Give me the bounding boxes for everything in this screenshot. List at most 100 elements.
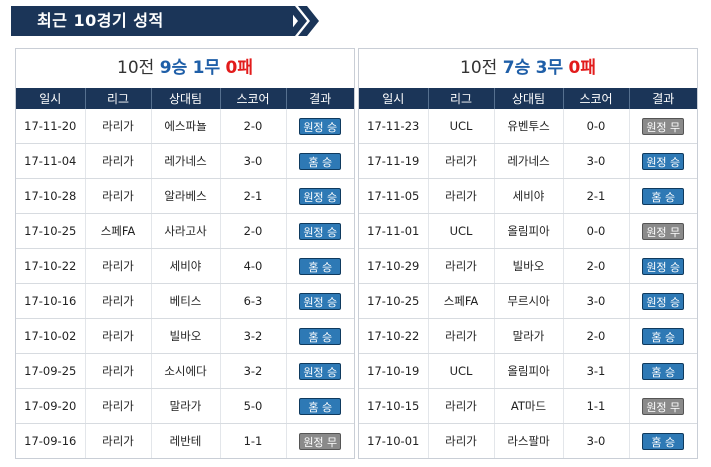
opponent-cell: 세비야 bbox=[493, 178, 563, 214]
games-count: 10전 bbox=[460, 58, 498, 78]
table-row: 17-10-22 라리가 말라가 2-0 홈 승 bbox=[359, 318, 697, 354]
date-cell: 17-10-25 bbox=[16, 213, 85, 249]
result-cell: 원정 무 bbox=[628, 388, 697, 424]
title-banner: 최근 10경기 성적 bbox=[11, 6, 293, 36]
score-cell: 2-1 bbox=[219, 178, 286, 214]
opponent-cell: 베티스 bbox=[150, 283, 220, 319]
result-badge: 홈 승 bbox=[299, 257, 342, 275]
result-badge: 홈 승 bbox=[642, 327, 685, 345]
result-badge: 원정 무 bbox=[642, 397, 685, 415]
result-cell: 홈 승 bbox=[285, 143, 354, 179]
table-body: 17-11-23 UCL 유벤투스 0-0 원정 무 17-11-19 라리가 레가네스 3-0… bbox=[359, 109, 697, 458]
chevron-right-icon bbox=[286, 6, 319, 36]
opponent-cell: 알라베스 bbox=[150, 178, 220, 214]
opponent-cell: 무르시아 bbox=[493, 283, 563, 319]
result-header: 결과 bbox=[285, 88, 354, 109]
result-badge: 홈 승 bbox=[642, 432, 685, 450]
result-badge: 원정 무 bbox=[299, 432, 342, 450]
opponent-cell: 세비야 bbox=[150, 248, 220, 284]
losses-count: 0패 bbox=[568, 58, 596, 78]
result-badge: 원정 승 bbox=[642, 292, 685, 310]
result-cell: 원정 승 bbox=[285, 109, 354, 144]
table-row: 17-09-16 라리가 레반테 1-1 원정 무 bbox=[16, 423, 354, 458]
league-cell: UCL bbox=[427, 109, 494, 144]
result-cell: 홈 승 bbox=[628, 318, 697, 354]
table-row: 17-10-15 라리가 AT마드 1-1 원정 무 bbox=[359, 388, 697, 424]
table-row: 17-10-19 UCL 올림피아 3-1 홈 승 bbox=[359, 353, 697, 389]
date-cell: 17-09-25 bbox=[16, 353, 85, 389]
score-cell: 3-0 bbox=[562, 283, 629, 319]
result-cell: 홈 승 bbox=[628, 178, 697, 214]
left-team-panel: 10전 9승 1무 0패 일시 리그 상대팀 스코어 결과 17-11-20 라리가 에스파… bbox=[15, 48, 355, 459]
date-header: 일시 bbox=[359, 88, 428, 109]
result-cell: 원정 승 bbox=[285, 353, 354, 389]
league-cell: 스페FA bbox=[84, 213, 151, 249]
score-header: 스코어 bbox=[219, 88, 286, 109]
league-cell: 라리가 bbox=[84, 353, 151, 389]
table-row: 17-10-02 라리가 빌바오 3-2 홈 승 bbox=[16, 318, 354, 354]
date-header: 일시 bbox=[16, 88, 85, 109]
table-row: 17-09-20 라리가 말라가 5-0 홈 승 bbox=[16, 388, 354, 424]
record-summary: 10전 9승 1무 0패 bbox=[16, 49, 354, 88]
result-cell: 홈 승 bbox=[285, 318, 354, 354]
table-row: 17-09-25 라리가 소시에다 3-2 원정 승 bbox=[16, 353, 354, 389]
league-cell: 라리가 bbox=[427, 423, 494, 458]
table-row: 17-11-01 UCL 올림피아 0-0 원정 무 bbox=[359, 213, 697, 249]
draws-count: 1무 bbox=[192, 58, 221, 78]
opponent-header: 상대팀 bbox=[150, 88, 220, 109]
table-row: 17-11-05 라리가 세비야 2-1 홈 승 bbox=[359, 178, 697, 214]
result-badge: 홈 승 bbox=[642, 362, 685, 380]
table-row: 17-10-25 스페FA 무르시아 3-0 원정 승 bbox=[359, 283, 697, 319]
result-cell: 원정 승 bbox=[285, 283, 354, 319]
opponent-cell: 라스팔마 bbox=[493, 423, 563, 458]
date-cell: 17-11-23 bbox=[359, 109, 428, 144]
league-cell: 라리가 bbox=[427, 318, 494, 354]
result-badge: 홈 승 bbox=[299, 152, 342, 170]
opponent-cell: 레반테 bbox=[150, 423, 220, 458]
league-cell: 라리가 bbox=[84, 388, 151, 424]
league-cell: 라리가 bbox=[427, 143, 494, 179]
league-cell: 라리가 bbox=[427, 248, 494, 284]
result-cell: 원정 승 bbox=[628, 283, 697, 319]
score-cell: 1-1 bbox=[562, 388, 629, 424]
score-cell: 2-0 bbox=[219, 213, 286, 249]
result-badge: 원정 승 bbox=[299, 117, 342, 135]
result-cell: 원정 무 bbox=[628, 109, 697, 144]
result-cell: 홈 승 bbox=[285, 388, 354, 424]
result-badge: 홈 승 bbox=[299, 397, 342, 415]
score-header: 스코어 bbox=[562, 88, 629, 109]
date-cell: 17-09-16 bbox=[24, 434, 77, 448]
league-cell: 라리가 bbox=[84, 423, 151, 458]
result-badge: 원정 승 bbox=[299, 292, 342, 310]
score-cell: 4-0 bbox=[219, 248, 286, 284]
table-row: 17-11-04 라리가 레가네스 3-0 홈 승 bbox=[16, 143, 354, 179]
opponent-cell: 말라가 bbox=[493, 318, 563, 354]
opponent-cell: 레가네스 bbox=[493, 143, 563, 179]
score-cell: 5-0 bbox=[219, 388, 286, 424]
table-row: 17-11-23 UCL 유벤투스 0-0 원정 무 bbox=[359, 109, 697, 144]
result-cell: 홈 승 bbox=[628, 353, 697, 389]
table-row: 17-10-16 라리가 베티스 6-3 원정 승 bbox=[16, 283, 354, 319]
games-count: 10전 bbox=[117, 58, 155, 78]
date-cell: 17-10-25 bbox=[359, 283, 428, 319]
result-badge: 홈 승 bbox=[299, 327, 342, 345]
date-cell: 17-10-15 bbox=[359, 388, 428, 424]
league-header: 리그 bbox=[427, 88, 494, 109]
date-cell: 17-10-22 bbox=[359, 318, 428, 354]
league-cell: 라리가 bbox=[427, 178, 494, 214]
result-cell: 홈 승 bbox=[628, 423, 697, 458]
table-row: 17-10-22 라리가 세비야 4-0 홈 승 bbox=[16, 248, 354, 284]
result-badge: 원정 승 bbox=[642, 257, 685, 275]
date-cell: 17-10-16 bbox=[16, 283, 85, 319]
table-header-row: 일시 리그 상대팀 스코어 결과 bbox=[16, 88, 354, 109]
date-cell: 17-10-28 bbox=[16, 178, 85, 214]
right-team-panel: 10전 7승 3무 0패 일시 리그 상대팀 스코어 결과 17-11-23 UCL 유벤투… bbox=[358, 48, 698, 459]
league-cell: 라리가 bbox=[427, 388, 494, 424]
opponent-cell: 에스파뇰 bbox=[150, 109, 220, 144]
wins-count: 7승 bbox=[502, 58, 531, 78]
score-cell: 3-2 bbox=[219, 353, 286, 389]
league-cell: 라리가 bbox=[84, 283, 151, 319]
league-cell: 라리가 bbox=[84, 109, 151, 144]
score-cell: 0-0 bbox=[562, 213, 629, 249]
opponent-cell: 올림피아 bbox=[493, 353, 563, 389]
